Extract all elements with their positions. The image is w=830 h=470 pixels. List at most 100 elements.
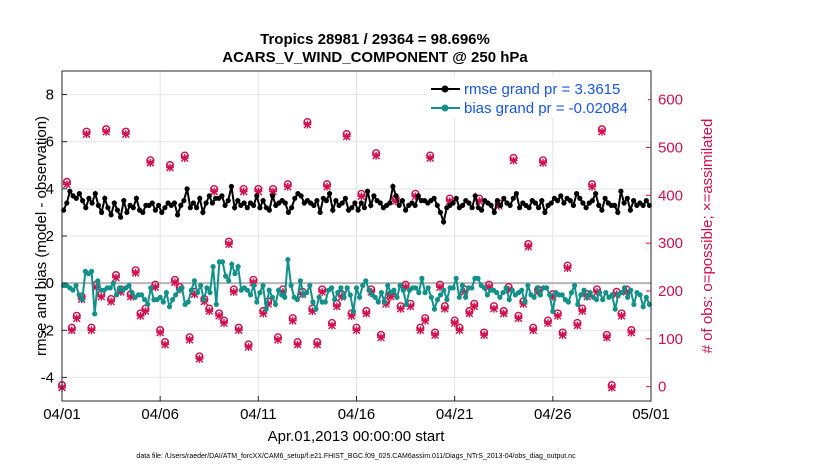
rmse-point [257, 205, 263, 211]
bias-point [484, 292, 490, 298]
rmse-point [162, 205, 168, 211]
rmse-point [89, 200, 95, 206]
obs-assimilated-marker [514, 314, 523, 323]
bias-point [413, 285, 419, 291]
bias-point [625, 294, 631, 300]
obs-assimilated-marker [480, 331, 489, 339]
rmse-point [567, 198, 573, 204]
rmse-point [542, 209, 548, 215]
obs-assimilated-marker [274, 335, 282, 344]
rmse-point [460, 202, 466, 208]
rmse-point [181, 198, 187, 204]
obs-assimilated-marker [278, 288, 287, 296]
obs-assimilated-marker [504, 285, 513, 294]
y-tick-label-right: 500 [658, 140, 683, 157]
obs-assimilated-marker [445, 197, 454, 206]
bias-point [266, 287, 272, 293]
bias-point [73, 282, 79, 289]
bias-point [353, 285, 360, 291]
bias-point [450, 285, 456, 291]
rmse-point [266, 207, 272, 213]
rmse-point [285, 209, 291, 215]
rmse-point [627, 207, 634, 213]
rmse-point [371, 193, 377, 199]
rmse-point [108, 212, 114, 218]
rmse-point [251, 202, 257, 208]
obs-assimilated-marker [67, 326, 76, 335]
rmse-point [235, 198, 241, 204]
right-y-ticks: 0 100 200 300 400 500 600 [646, 92, 683, 396]
obs-assimilated-marker [293, 340, 302, 349]
obs-assimilated-marker [436, 283, 444, 292]
rmse-point [393, 193, 399, 199]
rmse-point [184, 186, 190, 192]
obs-assimilated-marker [180, 154, 189, 162]
legend-rmse-label: rmse grand pr = 3.3615 [464, 81, 620, 98]
rmse-point [517, 205, 523, 211]
obs-assimilated-marker [509, 156, 518, 165]
rmse-point [412, 202, 418, 208]
bias-point [195, 290, 201, 296]
bias-point [494, 290, 500, 296]
rmse-point [415, 193, 421, 199]
obs-assimilated-marker [593, 288, 601, 296]
rmse-point [200, 209, 206, 215]
x-tick-label: 04/21 [436, 406, 474, 423]
rmse-point [396, 202, 402, 208]
rmse-point [67, 188, 73, 194]
obs-assimilated-marker [205, 307, 214, 316]
bias-point [459, 282, 466, 289]
rmse-point [159, 209, 165, 215]
rmse-point [83, 205, 89, 211]
bias-point [185, 299, 191, 305]
bias-point [251, 282, 257, 289]
bias-point [332, 297, 338, 303]
bias-point [643, 294, 649, 300]
obs-assimilated-marker [254, 187, 263, 196]
rmse-point [342, 195, 348, 201]
rmse-point [624, 195, 630, 201]
rmse-point [219, 193, 225, 199]
legend-rmse-marker [441, 85, 449, 93]
rmse-point [270, 193, 276, 199]
bias-point [444, 297, 450, 303]
y-tick-label-right: 200 [658, 283, 683, 300]
bias-point [313, 306, 319, 312]
obs-assimilated-marker [602, 333, 611, 342]
bias-point [531, 294, 537, 300]
y-tick-label-left: 0 [46, 275, 54, 292]
rmse-point [95, 202, 101, 208]
bias-point [157, 294, 163, 300]
rmse-point [479, 207, 485, 213]
x-ticks: 04/01 04/06 04/11 04/16 04/21 04/26 05/01 [43, 396, 670, 423]
bias-point [335, 290, 341, 296]
obs-assimilated-marker [234, 326, 243, 335]
x-tick-label: 04/01 [43, 406, 81, 423]
rmse-point [178, 202, 184, 208]
bias-point [403, 301, 409, 307]
rmse-point [298, 193, 304, 199]
rmse-point [612, 202, 618, 208]
rmse-point [118, 214, 124, 220]
rmse-point [361, 205, 367, 211]
rmse-point [124, 209, 130, 215]
obs-assimilated-marker [97, 292, 106, 301]
y-tick-label-left: 2 [46, 228, 54, 245]
obs-assimilated-marker [210, 187, 219, 196]
rmse-point [526, 205, 532, 211]
bias-point [469, 285, 475, 291]
bias-point [148, 285, 154, 291]
obs-assimilated-marker [617, 312, 626, 320]
bias-point [129, 290, 135, 296]
rmse-point [76, 191, 82, 197]
obs-assimilated-marker [598, 127, 606, 136]
rmse-point [615, 209, 621, 215]
obs-assimilated-marker [264, 300, 273, 308]
bias-point [223, 273, 229, 279]
bias-point [316, 294, 322, 300]
bias-point [344, 285, 350, 291]
rmse-point [152, 207, 158, 213]
rmse-point [589, 198, 596, 204]
rmse-point [494, 198, 500, 204]
